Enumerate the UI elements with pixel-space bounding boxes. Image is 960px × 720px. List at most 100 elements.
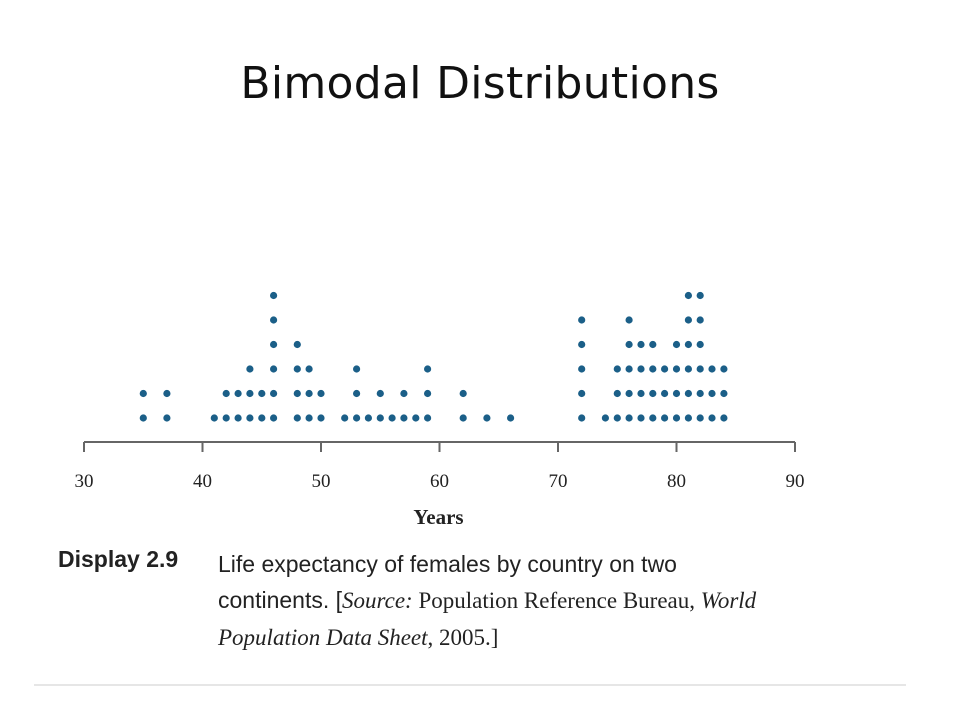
- x-tick-label: 90: [786, 471, 805, 492]
- data-point: [400, 389, 408, 398]
- caption-tag: Display 2.9: [58, 546, 179, 572]
- data-point: [246, 414, 254, 422]
- data-point: [246, 365, 254, 373]
- data-point: [613, 365, 621, 373]
- data-point: [672, 340, 681, 349]
- x-axis-ticks: 30 40 50 60 70 80 90: [75, 442, 805, 492]
- data-point: [649, 365, 657, 373]
- data-point: [720, 414, 728, 422]
- data-point: [293, 414, 301, 422]
- caption-source-label: Source:: [342, 588, 413, 613]
- data-point: [661, 389, 669, 398]
- data-point: [258, 414, 266, 422]
- data-point: [696, 340, 704, 349]
- data-point: [696, 414, 704, 422]
- caption-line-3: Population Data Sheet, 2005.]: [218, 619, 898, 656]
- data-point: [459, 414, 467, 422]
- bottom-divider: [34, 684, 906, 686]
- data-point: [672, 365, 681, 373]
- data-point: [388, 414, 396, 422]
- data-point: [353, 365, 361, 373]
- data-point: [234, 389, 242, 398]
- data-point: [613, 389, 621, 398]
- data-point: [305, 365, 313, 373]
- data-point: [696, 365, 704, 373]
- data-point: [163, 414, 171, 422]
- data-point: [625, 365, 633, 373]
- data-point: [613, 414, 621, 422]
- data-point: [708, 389, 716, 398]
- data-point: [637, 414, 645, 422]
- data-point: [625, 316, 633, 324]
- data-point: [684, 291, 693, 300]
- data-point: [696, 291, 704, 300]
- data-point: [424, 365, 432, 373]
- caption-line-2-start: continents. [: [218, 587, 343, 613]
- data-point: [234, 414, 242, 422]
- data-point: [625, 389, 633, 398]
- data-point: [483, 414, 491, 422]
- data-point: [637, 365, 645, 373]
- data-point: [684, 389, 693, 398]
- caption-text: Life expectancy of females by country on…: [218, 546, 898, 656]
- data-point: [293, 340, 301, 349]
- data-point: [637, 340, 645, 349]
- data-point: [376, 414, 384, 422]
- data-point: [364, 414, 372, 422]
- data-point: [578, 365, 586, 373]
- data-point: [696, 389, 704, 398]
- data-point: [672, 389, 681, 398]
- data-point: [578, 316, 586, 324]
- data-point: [376, 389, 384, 398]
- data-point: [601, 414, 610, 422]
- data-point: [270, 414, 278, 422]
- caption-publication-start: World: [700, 588, 757, 613]
- data-point: [353, 414, 361, 422]
- data-point: [649, 340, 657, 349]
- data-point: [341, 414, 349, 422]
- data-point: [270, 389, 278, 398]
- caption-line-2: continents. [Source: Population Referenc…: [218, 582, 898, 619]
- data-point: [412, 414, 420, 422]
- data-point: [578, 389, 586, 398]
- caption-source-name: Population Reference Bureau,: [412, 588, 701, 613]
- data-point: [317, 414, 325, 422]
- caption-publication-end: Population Data Sheet: [218, 625, 428, 650]
- x-tick-label: 30: [75, 471, 94, 492]
- data-point: [305, 414, 313, 422]
- data-point: [672, 414, 681, 422]
- dot-plot: 30 40 50 60 70 80 90 Years: [75, 291, 805, 529]
- data-point: [649, 389, 657, 398]
- data-point: [720, 389, 728, 398]
- x-tick-label: 60: [430, 471, 449, 492]
- slide-title: Bimodal Distributions: [240, 58, 720, 109]
- data-point: [661, 414, 669, 422]
- data-point: [459, 389, 467, 398]
- data-point: [258, 389, 266, 398]
- data-point: [578, 340, 586, 349]
- x-tick-label: 80: [667, 471, 686, 492]
- data-point: [661, 365, 669, 373]
- data-point: [507, 414, 515, 422]
- data-point: [293, 389, 301, 398]
- data-point: [222, 389, 230, 398]
- data-point: [684, 365, 693, 373]
- data-point: [293, 365, 301, 373]
- x-tick-label: 50: [312, 471, 331, 492]
- data-point: [270, 316, 278, 324]
- data-point: [684, 316, 693, 324]
- data-point: [270, 340, 278, 349]
- data-point: [353, 389, 361, 398]
- data-point: [305, 389, 313, 398]
- data-point: [210, 414, 218, 422]
- data-point: [246, 389, 254, 398]
- data-point: [139, 414, 147, 422]
- data-point: [696, 316, 704, 324]
- data-point: [708, 365, 716, 373]
- data-point: [424, 414, 432, 422]
- data-point: [317, 389, 325, 398]
- data-point: [708, 414, 716, 422]
- data-point: [222, 414, 230, 422]
- data-point: [270, 365, 278, 373]
- data-point: [684, 340, 693, 349]
